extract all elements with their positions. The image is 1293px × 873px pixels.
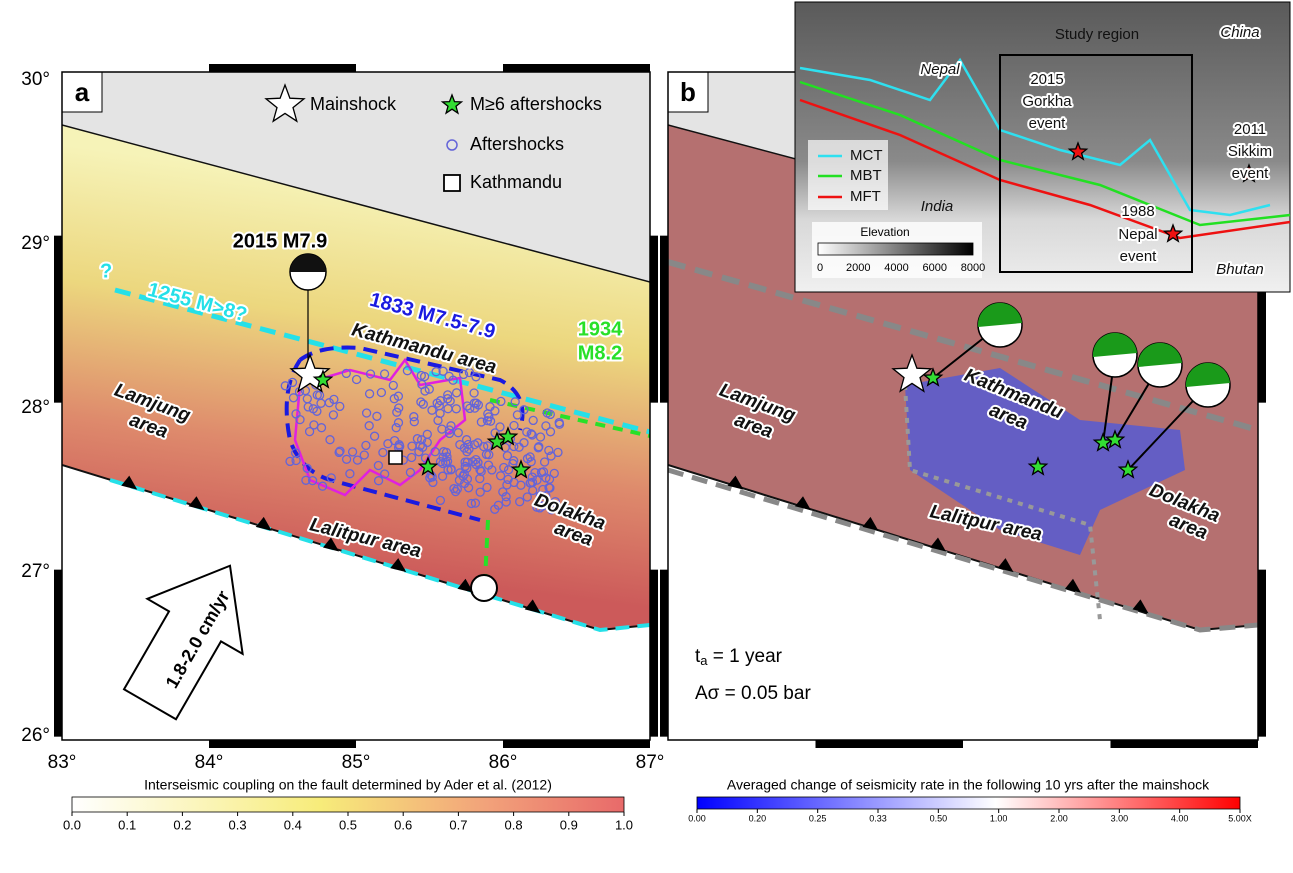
colorbar-tick-label: 0.50 xyxy=(930,813,948,823)
elevation-tick-label: 0 xyxy=(817,262,823,274)
colorbar-tick-label: 0.0 xyxy=(63,817,81,832)
frame-segment xyxy=(660,236,668,403)
colorbar-title: Averaged change of seismicity rate in th… xyxy=(727,777,1210,793)
legend-label: Kathmandu xyxy=(470,172,562,192)
inset-label: event xyxy=(1232,165,1270,182)
figure: 1.8-2.0 cm/yr 2015 M7.9 ? 1255 M>8? 1833… xyxy=(0,0,1293,873)
inset-label: Study region xyxy=(1055,26,1139,43)
frame-segment xyxy=(503,64,650,72)
colorbar-tick-label: 4.00 xyxy=(1171,813,1189,823)
elevation-title: Elevation xyxy=(860,225,909,239)
colorbar-tick-label: 0.9 xyxy=(560,817,578,832)
inset-label: Nepal xyxy=(920,61,960,78)
legend-label: M≥6 aftershocks xyxy=(470,94,602,114)
rupture-1934-label: M8.2 xyxy=(578,342,622,364)
legend-label: MCT xyxy=(850,147,883,164)
legend-label: MFT xyxy=(850,188,881,205)
inset-label: event xyxy=(1029,115,1067,132)
inset-label: Gorkha xyxy=(1022,93,1072,110)
colorbar-tick-label: 5.00X xyxy=(1228,813,1252,823)
frame-segment xyxy=(816,740,964,748)
colorbar-tick-label: 0.2 xyxy=(173,817,191,832)
frame-segment xyxy=(54,236,62,403)
legend-label: Mainshock xyxy=(310,94,397,114)
rupture-1934-label: 1934 xyxy=(578,318,623,340)
colorbar xyxy=(697,797,1240,809)
colorbar-tick-label: 0.7 xyxy=(449,817,467,832)
inset-label: Nepal xyxy=(1118,226,1157,243)
colorbar-tick-label: 0.25 xyxy=(809,813,827,823)
colorbar-tick-label: 0.4 xyxy=(284,817,302,832)
colorbar-title: Interseismic coupling on the fault deter… xyxy=(144,777,552,793)
frame-segment xyxy=(1258,570,1266,737)
frame-segment xyxy=(209,740,356,748)
colorbar-tick-label: 0.33 xyxy=(869,813,887,823)
inset-label: 1988 xyxy=(1121,203,1154,220)
inset-map: Study region China Nepal India Bhutan 20… xyxy=(795,2,1290,292)
legend-label: MBT xyxy=(850,167,882,184)
frame-segment xyxy=(1111,740,1259,748)
ta-text: = 1 year xyxy=(708,646,783,667)
longitude-label: 87° xyxy=(636,752,665,773)
frame-segment xyxy=(650,236,658,403)
colorbar-tick-label: 0.00 xyxy=(688,813,706,823)
legend-kathmandu xyxy=(444,175,460,191)
kathmandu-marker xyxy=(389,451,402,464)
parameter-ta: ta = 1 year xyxy=(695,646,783,668)
latitude-label: 30° xyxy=(21,69,50,90)
colorbar-tick-label: 0.20 xyxy=(749,813,767,823)
elevation-tick-label: 4000 xyxy=(884,262,908,274)
colorbar-tick-label: 0.6 xyxy=(394,817,412,832)
latitude-label: 26° xyxy=(21,725,50,746)
colorbar-tick-label: 0.1 xyxy=(118,817,136,832)
longitude-label: 86° xyxy=(489,752,518,773)
longitude-label: 83° xyxy=(48,752,77,773)
colorbars: Interseismic coupling on the fault deter… xyxy=(63,777,1252,833)
epicenter-1934 xyxy=(471,575,497,601)
longitude-label: 84° xyxy=(195,752,224,773)
event-label: 2015 M7.9 xyxy=(233,230,328,252)
inset-label: event xyxy=(1120,248,1158,265)
frame-segment xyxy=(650,570,658,737)
colorbar-tick-label: 0.5 xyxy=(339,817,357,832)
latitude-label: 28° xyxy=(21,397,50,418)
frame-segment xyxy=(54,570,62,737)
colorbar-tick-label: 1.00 xyxy=(990,813,1008,823)
latitude-label: 27° xyxy=(21,561,50,582)
longitude-label: 85° xyxy=(342,752,371,773)
colorbar-tick-label: 3.00 xyxy=(1111,813,1129,823)
elevation-tick-label: 6000 xyxy=(923,262,947,274)
panel-a-map: 1.8-2.0 cm/yr 2015 M7.9 ? 1255 M>8? 1833… xyxy=(62,72,650,740)
colorbar-tick-label: 0.3 xyxy=(229,817,247,832)
colorbar xyxy=(72,797,624,812)
inset-label: Bhutan xyxy=(1216,261,1264,278)
colorbar-tick-label: 0.8 xyxy=(505,817,523,832)
elevation-bar xyxy=(818,243,973,255)
frame-segment xyxy=(503,740,650,748)
inset-label: 2015 xyxy=(1030,71,1063,88)
frame-segment xyxy=(209,64,356,72)
colorbar-tick-label: 2.00 xyxy=(1050,813,1068,823)
latitude-label: 29° xyxy=(21,233,50,254)
frame-segment xyxy=(660,570,668,737)
panel-label: a xyxy=(75,77,90,107)
inset-label: Sikkim xyxy=(1228,143,1272,160)
legend-label: Aftershocks xyxy=(470,134,564,154)
parameter-a-sigma: Aσ = 0.05 bar xyxy=(695,683,811,704)
inset-label: 2011 xyxy=(1234,121,1266,138)
inset-label: China xyxy=(1220,24,1259,41)
colorbar-tick-label: 1.0 xyxy=(615,817,633,832)
panel-label: b xyxy=(680,77,696,107)
rupture-1255-query: ? xyxy=(100,260,112,282)
inset-label: India xyxy=(921,198,954,215)
elevation-tick-label: 8000 xyxy=(961,262,985,274)
elevation-tick-label: 2000 xyxy=(846,262,870,274)
